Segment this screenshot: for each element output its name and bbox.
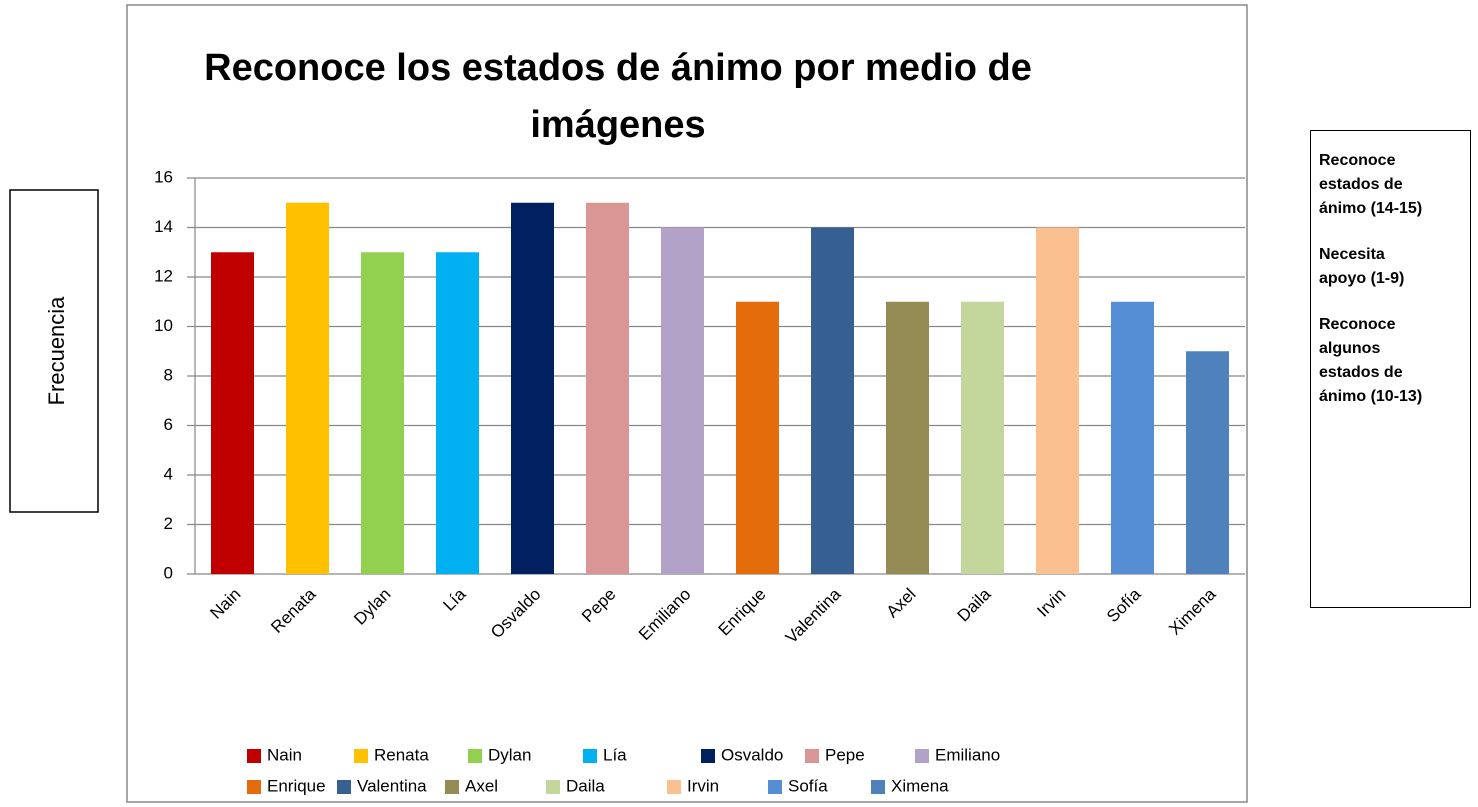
legend-label: Sofía bbox=[788, 776, 828, 795]
legend-label: Valentina bbox=[357, 776, 427, 795]
legend-label: Emiliano bbox=[935, 745, 1000, 764]
y-tick-label: 16 bbox=[154, 167, 173, 186]
y-tick-label: 6 bbox=[164, 415, 173, 434]
legend-label: Daila bbox=[566, 776, 605, 795]
chart-frame bbox=[126, 4, 1248, 803]
y-tick-label: 8 bbox=[164, 365, 173, 384]
title-line: imágenes bbox=[530, 104, 705, 146]
bar bbox=[736, 301, 779, 574]
x-tick-label: Axel bbox=[883, 585, 920, 622]
legend-swatch bbox=[445, 780, 459, 794]
legend-swatch bbox=[667, 780, 681, 794]
y-tick-label: 2 bbox=[164, 514, 173, 533]
y-tick-label: 10 bbox=[154, 316, 173, 335]
legend-swatch bbox=[915, 749, 929, 763]
legend-swatch bbox=[337, 780, 351, 794]
legend-swatch bbox=[354, 749, 368, 763]
x-tick-label: Dylan bbox=[350, 585, 394, 629]
notes-box: Reconoce estados de ánimo (14-15) Necesit… bbox=[1310, 130, 1471, 608]
bar bbox=[961, 301, 1004, 574]
x-tick-label: Nain bbox=[206, 585, 244, 623]
x-tick-label: Sofía bbox=[1103, 584, 1145, 626]
bar bbox=[661, 227, 704, 574]
legend-swatch bbox=[468, 749, 482, 763]
legend-label: Nain bbox=[267, 745, 302, 764]
x-tick-label: Renata bbox=[267, 584, 320, 637]
legend-swatch bbox=[805, 749, 819, 763]
chart-title: Reconoce los estados de ánimo por medio … bbox=[204, 47, 1032, 146]
note: Reconoce algunos estados de ánimo (10-13… bbox=[1319, 316, 1423, 405]
bar bbox=[1186, 351, 1229, 574]
legend-label: Irvin bbox=[687, 776, 719, 795]
legend-swatch bbox=[871, 780, 885, 794]
bar bbox=[511, 202, 554, 574]
legend-label: Osvaldo bbox=[721, 745, 783, 764]
y-axis-label: Frecuencia bbox=[44, 296, 69, 406]
x-tick-label: Lía bbox=[439, 584, 470, 615]
legend-label: Dylan bbox=[488, 745, 531, 764]
bar bbox=[211, 252, 254, 574]
legend-swatch bbox=[768, 780, 782, 794]
legend-swatch bbox=[247, 780, 261, 794]
y-tick-label: 12 bbox=[154, 266, 173, 285]
x-tick-label: Valentina bbox=[782, 584, 845, 647]
legend-label: Axel bbox=[465, 776, 498, 795]
legend-swatch bbox=[247, 749, 261, 763]
x-tick-label: Irvin bbox=[1033, 585, 1069, 621]
legend-label: Renata bbox=[374, 745, 429, 764]
y-tick-label: 4 bbox=[164, 464, 173, 483]
bar bbox=[1111, 301, 1154, 574]
bar bbox=[436, 252, 479, 574]
legend-swatch bbox=[701, 749, 715, 763]
y-tick-label: 0 bbox=[164, 563, 173, 582]
y-label-box bbox=[9, 189, 99, 513]
legend-label: Enrique bbox=[267, 776, 326, 795]
x-tick-label: Daila bbox=[954, 584, 995, 625]
legend-label: Pepe bbox=[825, 745, 865, 764]
x-tick-label: Ximena bbox=[1165, 584, 1220, 639]
legend-swatch bbox=[546, 780, 560, 794]
legend-label: Lía bbox=[603, 745, 627, 764]
x-tick-label: Emiliano bbox=[635, 585, 695, 645]
bar bbox=[586, 202, 629, 574]
y-tick-label: 14 bbox=[154, 217, 173, 236]
bar bbox=[286, 202, 329, 574]
title-line: Reconoce los estados de ánimo por medio … bbox=[204, 47, 1032, 89]
legend-label: Ximena bbox=[891, 776, 949, 795]
bar bbox=[1036, 227, 1079, 574]
bar bbox=[811, 227, 854, 574]
x-tick-label: Pepe bbox=[578, 585, 620, 627]
note: Necesita apoyo (1-9) bbox=[1319, 246, 1405, 287]
note: Reconoce estados de ánimo (14-15) bbox=[1319, 152, 1423, 217]
legend-swatch bbox=[583, 749, 597, 763]
x-tick-label: Osvaldo bbox=[487, 585, 545, 643]
x-tick-label: Enrique bbox=[715, 585, 770, 640]
bar bbox=[361, 252, 404, 574]
bar bbox=[886, 301, 929, 574]
